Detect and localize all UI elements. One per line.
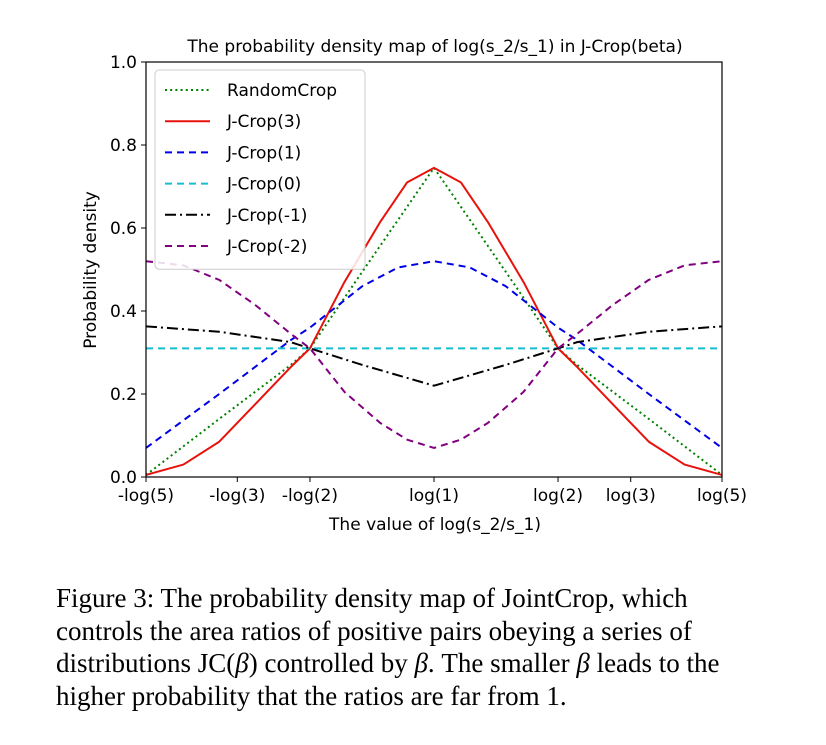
caption-beta-3: β: [576, 648, 590, 678]
y-tick-label: 0.0: [110, 468, 137, 488]
y-tick-label: 1.0: [110, 53, 137, 73]
x-tick-label: -log(2): [282, 486, 338, 506]
density-chart: The probability density map of log(s_2/s…: [81, 37, 747, 535]
figure-caption: Figure 3: The probability density map of…: [56, 582, 776, 712]
caption-middle-2: . The smaller: [427, 648, 577, 678]
legend-label: J-Crop(0): [226, 175, 301, 195]
y-tick-label: 0.4: [110, 302, 137, 322]
x-tick-label: -log(5): [118, 486, 174, 506]
series-line-j-crop-1: [145, 260, 723, 449]
caption-suffix: leads to the higher probability that the…: [56, 648, 720, 711]
caption-beta-2: β: [414, 648, 428, 678]
y-tick-label: 0.6: [110, 219, 137, 239]
series-line-j-crop-2: [145, 260, 723, 449]
legend-label: J-Crop(-1): [226, 206, 307, 226]
caption-prefix: Figure 3: The probability density map of…: [56, 583, 692, 678]
y-tick-label: 0.2: [110, 385, 137, 405]
series-line-randomcrop: [145, 166, 723, 476]
legend-label: J-Crop(1): [226, 143, 301, 163]
figure: The probability density map of log(s_2/s…: [81, 37, 747, 535]
x-tick-label: log(3): [606, 486, 656, 506]
plot-area: [145, 166, 723, 476]
y-axis-label: Probability density: [81, 191, 101, 349]
x-tick-label: log(1): [409, 486, 459, 506]
x-tick-label: -log(3): [209, 486, 265, 506]
x-tick-label: log(2): [533, 486, 583, 506]
legend-label: J-Crop(-2): [226, 237, 307, 257]
legend-label: J-Crop(3): [226, 112, 301, 132]
ticks: -log(5) -log(3) -log(2) log(1) log(2) log(3) l…: [110, 53, 747, 506]
axes-frame: [145, 61, 723, 478]
x-tick-label: log(5): [697, 486, 747, 506]
y-tick-label: 0.8: [110, 136, 137, 156]
chart-title: The probability density map of log(s_2/s…: [186, 37, 682, 57]
caption-beta-1: β: [235, 648, 249, 678]
series-line-j-crop-3: [145, 166, 723, 476]
series-line-j-crop-1: [145, 325, 723, 387]
legend: RandomCrop J-Crop(3) J-Crop(1) J-Crop(0) J-C…: [154, 69, 366, 270]
caption-middle: ) controlled by: [248, 648, 415, 678]
legend-box: [154, 69, 366, 270]
legend-label: RandomCrop: [227, 81, 337, 101]
x-axis-label: The value of log(s_2/s_1): [328, 515, 541, 535]
